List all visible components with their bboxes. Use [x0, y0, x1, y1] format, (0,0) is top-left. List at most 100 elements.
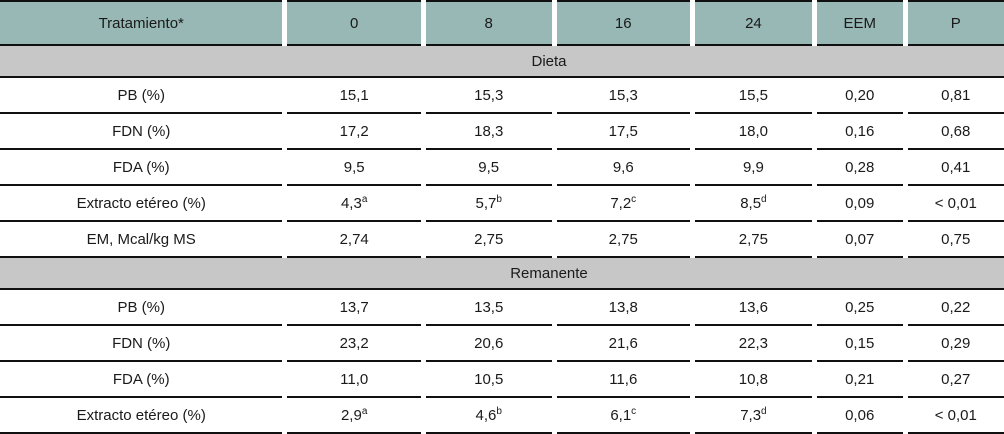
value-cell: 9,6 — [556, 150, 690, 186]
row-label: FDN (%) — [0, 326, 283, 362]
cell-value: 2,75 — [738, 230, 768, 248]
cell-value: 9,6 — [612, 158, 634, 176]
value-cell: 15,1 — [287, 78, 421, 114]
value-cell: 7,2c — [556, 186, 690, 222]
cell-value: 2,74 — [339, 230, 369, 248]
section-title: Remanente — [0, 258, 1004, 290]
cell-value: 0,16 — [845, 122, 875, 140]
value-cell: 17,2 — [287, 114, 421, 150]
value-cell: 18,3 — [425, 114, 552, 150]
significance-superscript: d — [761, 193, 767, 205]
cell-value: 20,6 — [474, 334, 504, 352]
significance-superscript: b — [496, 193, 502, 205]
cell-value: 9,9 — [742, 158, 764, 176]
cell-value: 0,09 — [845, 194, 875, 212]
cell-value: 7,2 — [610, 194, 632, 212]
cell-value: 15,3 — [608, 86, 638, 104]
cell-value: 0,27 — [941, 370, 971, 388]
cell-value: 2,75 — [608, 230, 638, 248]
value-cell: 0,27 — [907, 362, 1004, 398]
value-cell: 15,5 — [694, 78, 812, 114]
table-row: FDN (%) 23,2 20,6 21,6 22,3 0,15 0,29 — [0, 326, 1004, 362]
row-label: FDA (%) — [0, 362, 283, 398]
header-row: Tratamiento* 0 8 16 24 EEM P — [0, 0, 1004, 46]
cell-value: 23,2 — [339, 334, 369, 352]
value-cell: 0,20 — [816, 78, 903, 114]
cell-value: 4,3 — [340, 194, 362, 212]
value-cell: 2,74 — [287, 222, 421, 258]
cell-value: 13,8 — [608, 298, 638, 316]
cell-value: 5,7 — [475, 194, 497, 212]
cell-value: 0,28 — [845, 158, 875, 176]
cell-value: 0,29 — [941, 334, 971, 352]
cell-value: 4,6 — [475, 406, 497, 424]
column-header-6: P — [907, 0, 1004, 46]
cell-value: 7,3 — [740, 406, 762, 424]
row-label: PB (%) — [0, 78, 283, 114]
value-cell: 9,5 — [425, 150, 552, 186]
value-cell: 9,5 — [287, 150, 421, 186]
cell-value: 0,15 — [845, 334, 875, 352]
cell-value: 0,21 — [845, 370, 875, 388]
value-cell: 0,81 — [907, 78, 1004, 114]
value-cell: 2,75 — [425, 222, 552, 258]
value-cell: 0,15 — [816, 326, 903, 362]
value-cell: 0,41 — [907, 150, 1004, 186]
column-header-4: 24 — [694, 0, 812, 46]
significance-superscript: d — [761, 405, 767, 417]
cell-value: 10,8 — [738, 370, 768, 388]
cell-value: 0,75 — [941, 230, 971, 248]
cell-value: 10,5 — [474, 370, 504, 388]
value-cell: 0,29 — [907, 326, 1004, 362]
cell-value: < 0,01 — [934, 406, 977, 424]
value-cell: 21,6 — [556, 326, 690, 362]
value-cell: 11,0 — [287, 362, 421, 398]
section-title: Dieta — [0, 46, 1004, 78]
value-cell: 13,7 — [287, 290, 421, 326]
table-row: Extracto etéreo (%) 4,3a 5,7b 7,2c 8,5d 0,09 <… — [0, 186, 1004, 222]
value-cell: 22,3 — [694, 326, 812, 362]
cell-value: 0,68 — [941, 122, 971, 140]
column-header-0: Tratamiento* — [0, 0, 283, 46]
cell-value: 22,3 — [738, 334, 768, 352]
value-cell: 15,3 — [425, 78, 552, 114]
column-header-2: 8 — [425, 0, 552, 46]
value-cell: 13,6 — [694, 290, 812, 326]
table-row: PB (%) 15,1 15,3 15,3 15,5 0,20 0,81 — [0, 78, 1004, 114]
column-header-5: EEM — [816, 0, 903, 46]
cell-value: 13,6 — [738, 298, 768, 316]
cell-value: 15,5 — [738, 86, 768, 104]
value-cell: 2,9a — [287, 398, 421, 434]
cell-value: 21,6 — [608, 334, 638, 352]
value-cell: 10,8 — [694, 362, 812, 398]
value-cell: 0,07 — [816, 222, 903, 258]
section-row: Remanente — [0, 258, 1004, 290]
value-cell: 2,75 — [556, 222, 690, 258]
row-label: FDA (%) — [0, 150, 283, 186]
value-cell: 4,3a — [287, 186, 421, 222]
value-cell: 13,8 — [556, 290, 690, 326]
value-cell: 0,75 — [907, 222, 1004, 258]
table-row: FDN (%) 17,2 18,3 17,5 18,0 0,16 0,68 — [0, 114, 1004, 150]
table-row: FDA (%) 9,5 9,5 9,6 9,9 0,28 0,41 — [0, 150, 1004, 186]
cell-value: 18,0 — [738, 122, 768, 140]
significance-superscript: c — [631, 193, 637, 205]
value-cell: 0,25 — [816, 290, 903, 326]
cell-value: 15,1 — [339, 86, 369, 104]
value-cell: 0,16 — [816, 114, 903, 150]
row-label: FDN (%) — [0, 114, 283, 150]
table-row: PB (%) 13,7 13,5 13,8 13,6 0,25 0,22 — [0, 290, 1004, 326]
cell-value: < 0,01 — [934, 194, 977, 212]
value-cell: 0,21 — [816, 362, 903, 398]
value-cell: 2,75 — [694, 222, 812, 258]
column-header-1: 0 — [287, 0, 421, 46]
cell-value: 0,41 — [941, 158, 971, 176]
row-label: Extracto etéreo (%) — [0, 186, 283, 222]
column-header-3: 16 — [556, 0, 690, 46]
cell-value: 17,5 — [608, 122, 638, 140]
value-cell: 11,6 — [556, 362, 690, 398]
cell-value: 0,25 — [845, 298, 875, 316]
section-row: Dieta — [0, 46, 1004, 78]
cell-value: 15,3 — [474, 86, 504, 104]
